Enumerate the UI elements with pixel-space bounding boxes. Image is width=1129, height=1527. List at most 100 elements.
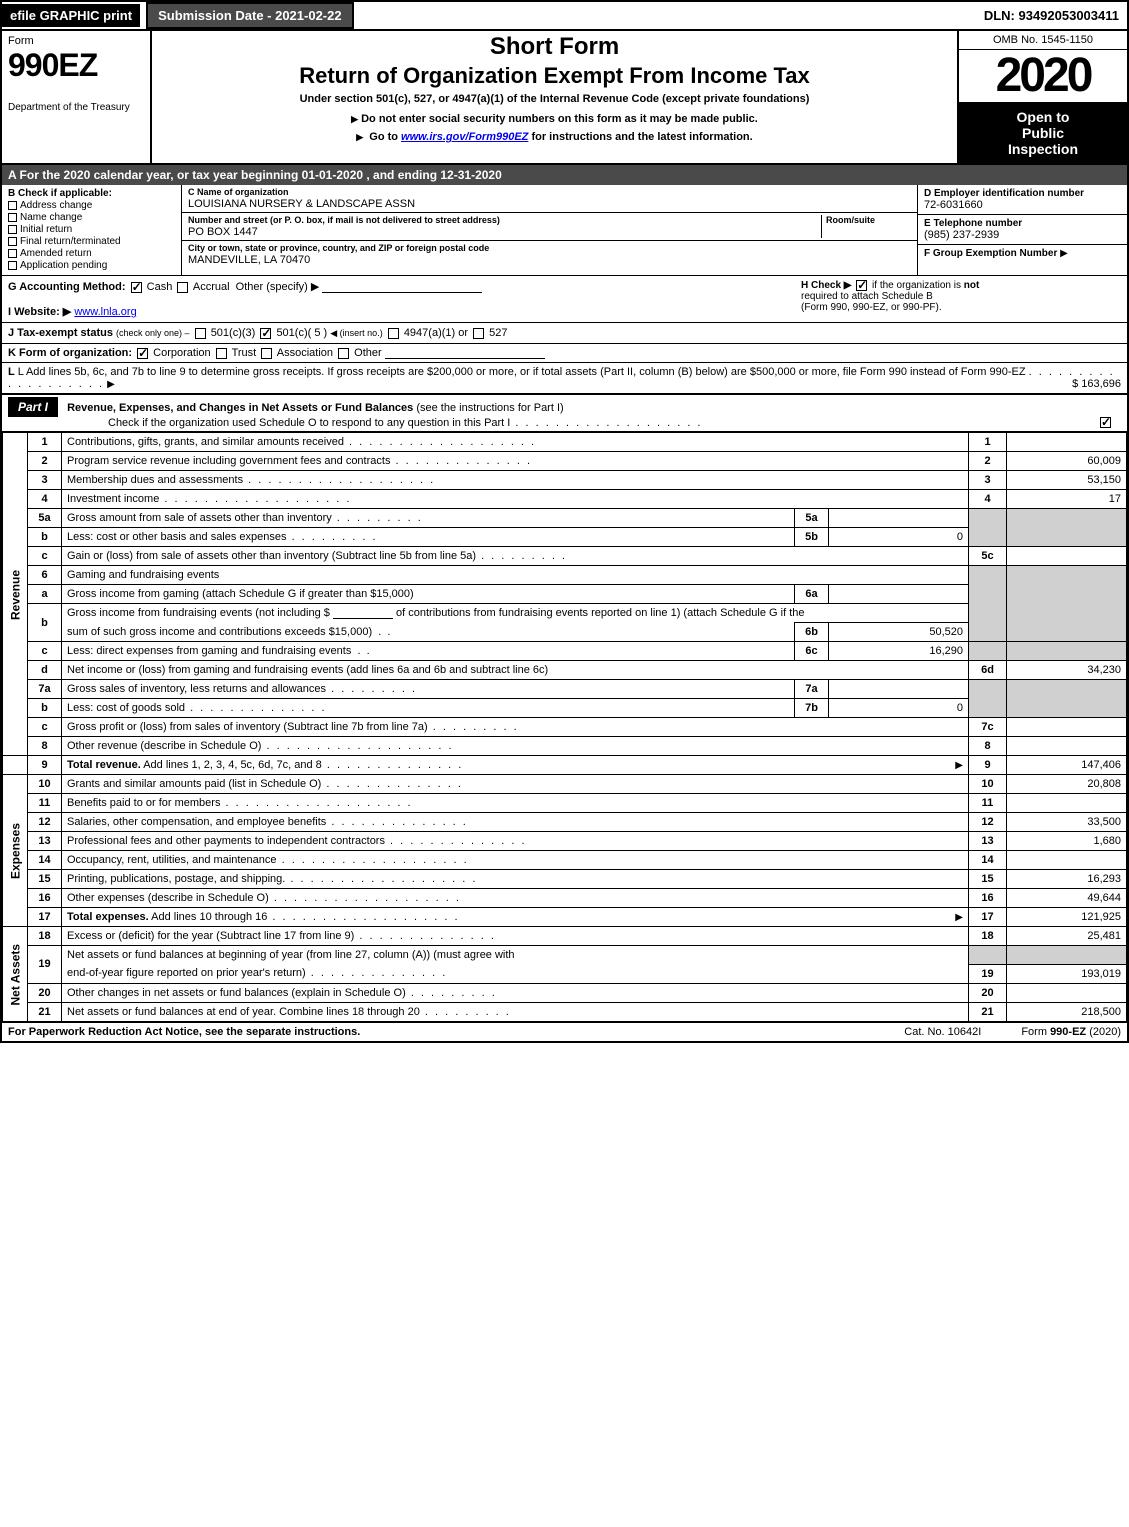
l6d-ref: 6d — [969, 661, 1007, 680]
check-address-change[interactable]: Address change — [8, 200, 175, 211]
l21-desc: Net assets or fund balances at end of ye… — [67, 1006, 420, 1018]
j-label: J Tax-exempt status — [8, 327, 113, 339]
l5b-subval: 0 — [829, 528, 969, 547]
check-accrual[interactable] — [177, 282, 188, 293]
check-application-pending[interactable]: Application pending — [8, 260, 175, 271]
l21-amt: 218,500 — [1007, 1002, 1127, 1021]
l6b-blank[interactable] — [333, 607, 393, 619]
line-14: 14 Occupancy, rent, utilities, and maint… — [3, 851, 1127, 870]
l7b-desc: Less: cost of goods sold — [67, 702, 185, 714]
city-cell: City or town, state or province, country… — [182, 241, 917, 268]
line-1: Revenue 1 Contributions, gifts, grants, … — [3, 433, 1127, 452]
part1-table: Revenue 1 Contributions, gifts, grants, … — [2, 432, 1127, 1022]
d-label: D Employer identification number — [924, 188, 1084, 199]
line-18: Net Assets 18 Excess or (deficit) for th… — [3, 927, 1127, 946]
l-text: L Add lines 5b, 6c, and 7b to line 9 to … — [18, 366, 1026, 378]
check-527[interactable] — [473, 328, 484, 339]
g-other-input[interactable] — [322, 281, 482, 293]
l6b-sub: 6b — [795, 623, 829, 642]
check-501c3[interactable] — [195, 328, 206, 339]
l15-desc: Printing, publications, postage, and shi… — [67, 873, 285, 885]
check-corp[interactable] — [137, 348, 148, 359]
check-other-org[interactable] — [338, 348, 349, 359]
check-4947[interactable] — [388, 328, 399, 339]
l6-grey-amt — [1007, 566, 1127, 642]
l5a-subval — [829, 509, 969, 528]
l19-ref: 19 — [969, 964, 1007, 983]
k-assoc: Association — [277, 347, 333, 359]
l7c-desc: Gross profit or (loss) from sales of inv… — [67, 721, 428, 733]
submission-date-badge: Submission Date - 2021-02-22 — [146, 2, 354, 29]
line-6b-2: sum of such gross income and contributio… — [3, 623, 1127, 642]
check-assoc[interactable] — [261, 348, 272, 359]
check-501c[interactable] — [260, 328, 271, 339]
l5b-num: b — [28, 528, 62, 547]
check-name-change[interactable]: Name change — [8, 212, 175, 223]
l11-num: 11 — [28, 794, 62, 813]
l6a-desc: Gross income from gaming (attach Schedul… — [67, 588, 414, 600]
l19-grey-amt — [1007, 946, 1127, 965]
l17-ref: 17 — [969, 908, 1007, 927]
line-9: 9 Total revenue. Add lines 1, 2, 3, 4, 5… — [3, 756, 1127, 775]
g-cash: Cash — [147, 281, 173, 293]
l5a-sub: 5a — [795, 509, 829, 528]
check-cash[interactable] — [131, 282, 142, 293]
l9-num: 9 — [28, 756, 62, 775]
l12-desc: Salaries, other compensation, and employ… — [67, 816, 326, 828]
l15-num: 15 — [28, 870, 62, 889]
l19-grey — [969, 946, 1007, 965]
line-13: 13 Professional fees and other payments … — [3, 832, 1127, 851]
g-accounting: G Accounting Method: Cash Accrual Other … — [8, 280, 791, 318]
check-final-return[interactable]: Final return/terminated — [8, 236, 175, 247]
j-o3: 4947(a)(1) or — [404, 327, 468, 339]
l17-num: 17 — [28, 908, 62, 927]
l5c-desc: Gain or (loss) from sale of assets other… — [67, 550, 476, 562]
k-other-input[interactable] — [385, 347, 545, 359]
check-trust[interactable] — [216, 348, 227, 359]
l4-ref: 4 — [969, 490, 1007, 509]
check-initial-return[interactable]: Initial return — [8, 224, 175, 235]
form-word: Form — [8, 35, 144, 47]
section-a-taxyear-bar: A For the 2020 calendar year, or tax yea… — [2, 165, 1127, 185]
l14-ref: 14 — [969, 851, 1007, 870]
l4-num: 4 — [28, 490, 62, 509]
org-name: LOUISIANA NURSERY & LANDSCAPE ASSN — [188, 198, 415, 210]
check-amended-return[interactable]: Amended return — [8, 248, 175, 259]
l6c-grey — [969, 642, 1007, 661]
line-6d: d Net income or (loss) from gaming and f… — [3, 661, 1127, 680]
l7a-subval — [829, 680, 969, 699]
goto-link[interactable]: www.irs.gov/Form990EZ — [401, 131, 528, 143]
page-footer: For Paperwork Reduction Act Notice, see … — [2, 1022, 1127, 1041]
j-o4: 527 — [489, 327, 507, 339]
l6c-desc: Less: direct expenses from gaming and fu… — [67, 645, 351, 657]
efile-print-button[interactable]: efile GRAPHIC print — [2, 4, 140, 27]
check-schedule-o[interactable] — [1100, 417, 1111, 428]
k-corp: Corporation — [153, 347, 210, 359]
header-right: OMB No. 1545-1150 2020 Open to Public In… — [957, 31, 1127, 163]
check-h[interactable] — [856, 280, 867, 291]
street-label: Number and street (or P. O. box, if mail… — [188, 215, 500, 225]
section-c-org-info: C Name of organization LOUISIANA NURSERY… — [182, 185, 917, 275]
line-7c: c Gross profit or (loss) from sales of i… — [3, 718, 1127, 737]
street-val: PO BOX 1447 — [188, 226, 258, 238]
l4-desc: Investment income — [67, 493, 159, 505]
f-arrow-icon: ▶ — [1060, 248, 1068, 259]
l11-ref: 11 — [969, 794, 1007, 813]
l13-num: 13 — [28, 832, 62, 851]
l7b-num: b — [28, 699, 62, 718]
l19-desc: Net assets or fund balances at beginning… — [62, 946, 969, 965]
section-def: D Employer identification number 72-6031… — [917, 185, 1127, 275]
l2-amt: 60,009 — [1007, 452, 1127, 471]
website-link[interactable]: www.lnla.org — [74, 306, 136, 318]
part1-check-text: Check if the organization used Schedule … — [108, 417, 1121, 429]
line-7b: b Less: cost of goods sold 7b 0 — [3, 699, 1127, 718]
line-6b: b Gross income from fundraising events (… — [3, 604, 1127, 623]
l18-num: 18 — [28, 927, 62, 946]
l20-desc: Other changes in net assets or fund bala… — [67, 987, 406, 999]
footer-right: Form 990-EZ (2020) — [1021, 1026, 1121, 1038]
l6-num: 6 — [28, 566, 62, 585]
street-cell: Number and street (or P. O. box, if mail… — [182, 213, 917, 241]
open-line2: Public — [1022, 125, 1064, 141]
do-not-enter-text: Do not enter social security numbers on … — [156, 113, 953, 125]
open-public-badge: Open to Public Inspection — [959, 102, 1127, 163]
